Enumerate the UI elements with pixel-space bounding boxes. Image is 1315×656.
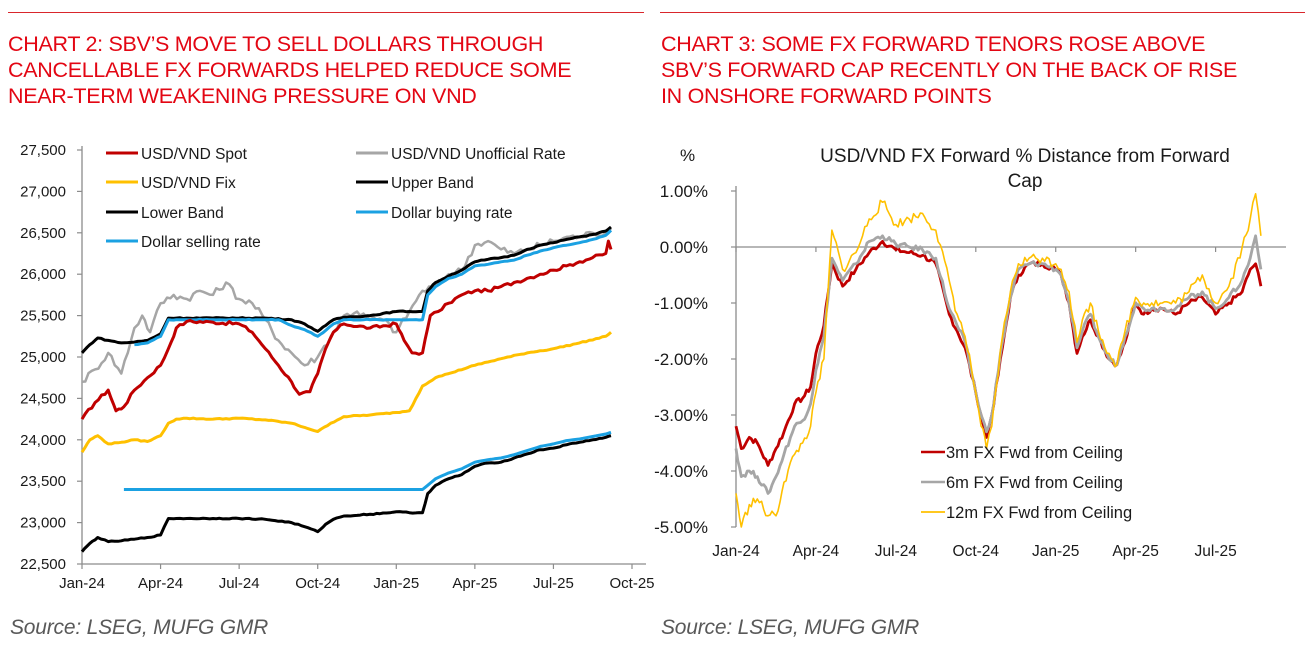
chart2-y-tick-label: 26,500	[20, 225, 66, 242]
chart3-x-tick-label: Jul-25	[1194, 543, 1236, 560]
chart2-source: Source: LSEG, MUFG GMR	[10, 616, 269, 639]
chart3-inner-title-line: Cap	[1008, 171, 1043, 192]
chart3-x-tick-label: Apr-25	[1112, 543, 1159, 560]
chart2-y-tick-label: 27,000	[20, 183, 66, 200]
chart2-y-tick-label: 24,000	[20, 432, 66, 449]
chart2-legend-label: USD/VND Fix	[141, 175, 236, 192]
chart2-series-usd-vnd-fix	[80, 331, 612, 454]
chart2-title-line: CHART 2: SBV’S MOVE TO SELL DOLLARS THRO…	[8, 32, 544, 56]
chart2-legend-label: Dollar buying rate	[391, 205, 512, 222]
chart3-title-line: IN ONSHORE FORWARD POINTS	[661, 84, 992, 108]
chart2-y-tick-label: 26,000	[20, 266, 66, 283]
chart2-legend-label: Dollar selling rate	[141, 234, 261, 251]
chart2-y-tick-label: 24,500	[20, 390, 66, 407]
chart3-x-tick-label: Jul-24	[875, 543, 918, 560]
left-title-rule	[8, 12, 644, 13]
chart2-x-tick-label: Jan-25	[373, 575, 419, 592]
chart3-source: Source: LSEG, MUFG GMR	[661, 616, 920, 639]
chart3-x-tick-label: Jan-25	[1032, 543, 1079, 560]
chart3-title-line: CHART 3: SOME FX FORWARD TENORS ROSE ABO…	[661, 32, 1206, 56]
chart3-x-tick-label: Apr-24	[793, 543, 840, 560]
chart2-series-lower-band	[80, 434, 612, 553]
chart2-y-tick-label: 23,000	[20, 515, 66, 532]
chart3-y-tick-label: -1.00%	[654, 294, 708, 313]
chart3-y-unit-label: %	[680, 146, 695, 165]
chart2-series-usd-vnd-spot	[80, 239, 613, 420]
chart3-title-line: SBV’S FORWARD CAP RECENTLY ON THE BACK O…	[661, 58, 1237, 82]
chart2-legend-label: Lower Band	[141, 205, 224, 222]
chart2-y-tick-label: 23,500	[20, 473, 66, 490]
chart2-legend-label: USD/VND Unofficial Rate	[391, 146, 566, 163]
chart3-series-12m-fx-fwd-from-ceiling	[735, 193, 1262, 528]
chart2-x-tick-label: Apr-24	[138, 575, 183, 592]
chart3-series-3m-fx-fwd-from-ceiling	[734, 239, 1263, 467]
chart3-x-tick-label: Oct-24	[953, 543, 1000, 560]
chart2-legend-label: USD/VND Spot	[141, 146, 248, 163]
chart3-y-tick-label: -4.00%	[654, 462, 708, 481]
chart2-title-line: CANCELLABLE FX FORWARDS HELPED REDUCE SO…	[8, 58, 572, 82]
chart2-title-line: NEAR-TERM WEAKENING PRESSURE ON VND	[8, 84, 477, 108]
chart2-x-tick-label: Oct-25	[609, 575, 654, 592]
chart2-series-dollar-buying-rate	[134, 229, 613, 347]
chart3-y-tick-label: -3.00%	[654, 406, 708, 425]
chart3-y-tick-label: 1.00%	[660, 182, 708, 201]
chart3-x-tick-label: Jan-24	[712, 543, 760, 560]
chart2-series-upper-band	[80, 225, 612, 354]
chart2-y-tick-label: 27,500	[20, 142, 66, 159]
chart3-legend-label: 3m FX Fwd from Ceiling	[946, 444, 1123, 462]
chart2-y-tick-label: 25,000	[20, 349, 66, 366]
chart3-y-tick-label: 0.00%	[660, 238, 708, 257]
chart2-y-tick-label: 22,500	[20, 556, 66, 573]
chart3-title: CHART 3: SOME FX FORWARD TENORS ROSE ABO…	[661, 31, 1311, 109]
right-title-rule	[660, 12, 1305, 13]
chart2-x-tick-label: Jul-24	[219, 575, 260, 592]
chart2-legend-label: Upper Band	[391, 175, 474, 192]
chart2-title: CHART 2: SBV’S MOVE TO SELL DOLLARS THRO…	[8, 31, 648, 109]
chart3-legend-label: 6m FX Fwd from Ceiling	[946, 474, 1123, 492]
chart2-x-tick-label: Apr-25	[452, 575, 497, 592]
chart2-x-tick-label: Oct-24	[295, 575, 340, 592]
chart3-y-tick-label: -2.00%	[654, 350, 708, 369]
chart2-y-tick-label: 25,500	[20, 308, 66, 325]
chart2-series-dollar-selling-rate	[123, 430, 612, 491]
chart3-inner-title-line: USD/VND FX Forward % Distance from Forwa…	[820, 146, 1230, 167]
chart3-y-tick-label: -5.00%	[654, 518, 708, 537]
chart3-legend-label: 12m FX Fwd from Ceiling	[946, 504, 1132, 522]
chart2-x-tick-label: Jul-25	[533, 575, 574, 592]
chart2-x-tick-label: Jan-24	[59, 575, 105, 592]
